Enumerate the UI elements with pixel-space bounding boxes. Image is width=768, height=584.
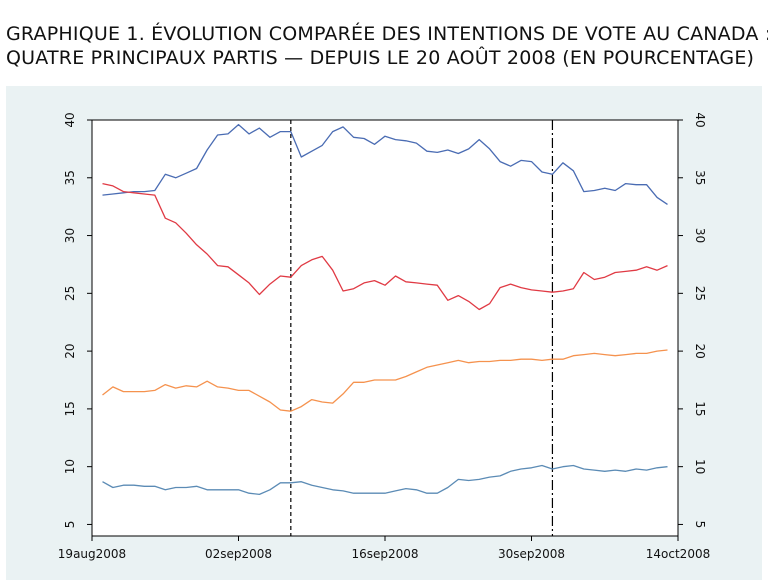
x-tick-label: 30sep2008 [498, 547, 565, 561]
y-tick-label-left: 10 [63, 459, 77, 474]
series-line-4 [102, 464, 668, 496]
vote-intention-line-chart: 5 5 10 10 15 15 20 20 25 25 30 30 35 35 40 40 19aug2008 0… [58, 112, 710, 561]
y-tick-label-left: 35 [63, 170, 77, 185]
chart-title-line-1: GRAPHIQUE 1. ÉVOLUTION COMPARÉE DES INTE… [6, 23, 768, 45]
plot-area [92, 120, 678, 536]
y-tick-label-left: 5 [63, 521, 77, 529]
axes: 5 5 10 10 15 15 20 20 25 25 30 30 35 35 40 40 19aug2008 0… [58, 112, 710, 561]
y-tick-label-right: 5 [693, 521, 707, 529]
chart-panel: 5 5 10 10 15 15 20 20 25 25 30 30 35 35 40 40 19aug2008 0… [6, 86, 762, 580]
y-tick-label-left: 30 [63, 228, 77, 243]
series-lines [102, 123, 668, 496]
series-line-3 [102, 349, 668, 412]
y-tick-label-right: 20 [693, 343, 707, 358]
y-tick-label-left: 40 [63, 112, 77, 127]
event-lines [290, 120, 554, 536]
y-tick-label-right: 15 [693, 401, 707, 416]
y-tick-label-right: 25 [693, 286, 707, 301]
y-tick-label-right: 10 [693, 459, 707, 474]
x-tick-label: 19aug2008 [58, 547, 126, 561]
x-tick-label: 02sep2008 [205, 547, 272, 561]
chart-title-line-2: QUATRE PRINCIPAUX PARTIS — DEPUIS LE 20 … [6, 47, 755, 69]
y-tick-label-right: 35 [693, 170, 707, 185]
series-line-1 [102, 123, 668, 205]
y-tick-label-left: 20 [63, 343, 77, 358]
y-tick-label-right: 30 [693, 228, 707, 243]
y-tick-label-right: 40 [693, 112, 707, 127]
series-line-2 [102, 182, 668, 311]
x-tick-label: 16sep2008 [351, 547, 418, 561]
chart-title: GRAPHIQUE 1. ÉVOLUTION COMPARÉE DES INTE… [6, 22, 768, 70]
x-tick-label: 14oct2008 [646, 547, 710, 561]
y-tick-label-left: 25 [63, 286, 77, 301]
y-tick-label-left: 15 [63, 401, 77, 416]
